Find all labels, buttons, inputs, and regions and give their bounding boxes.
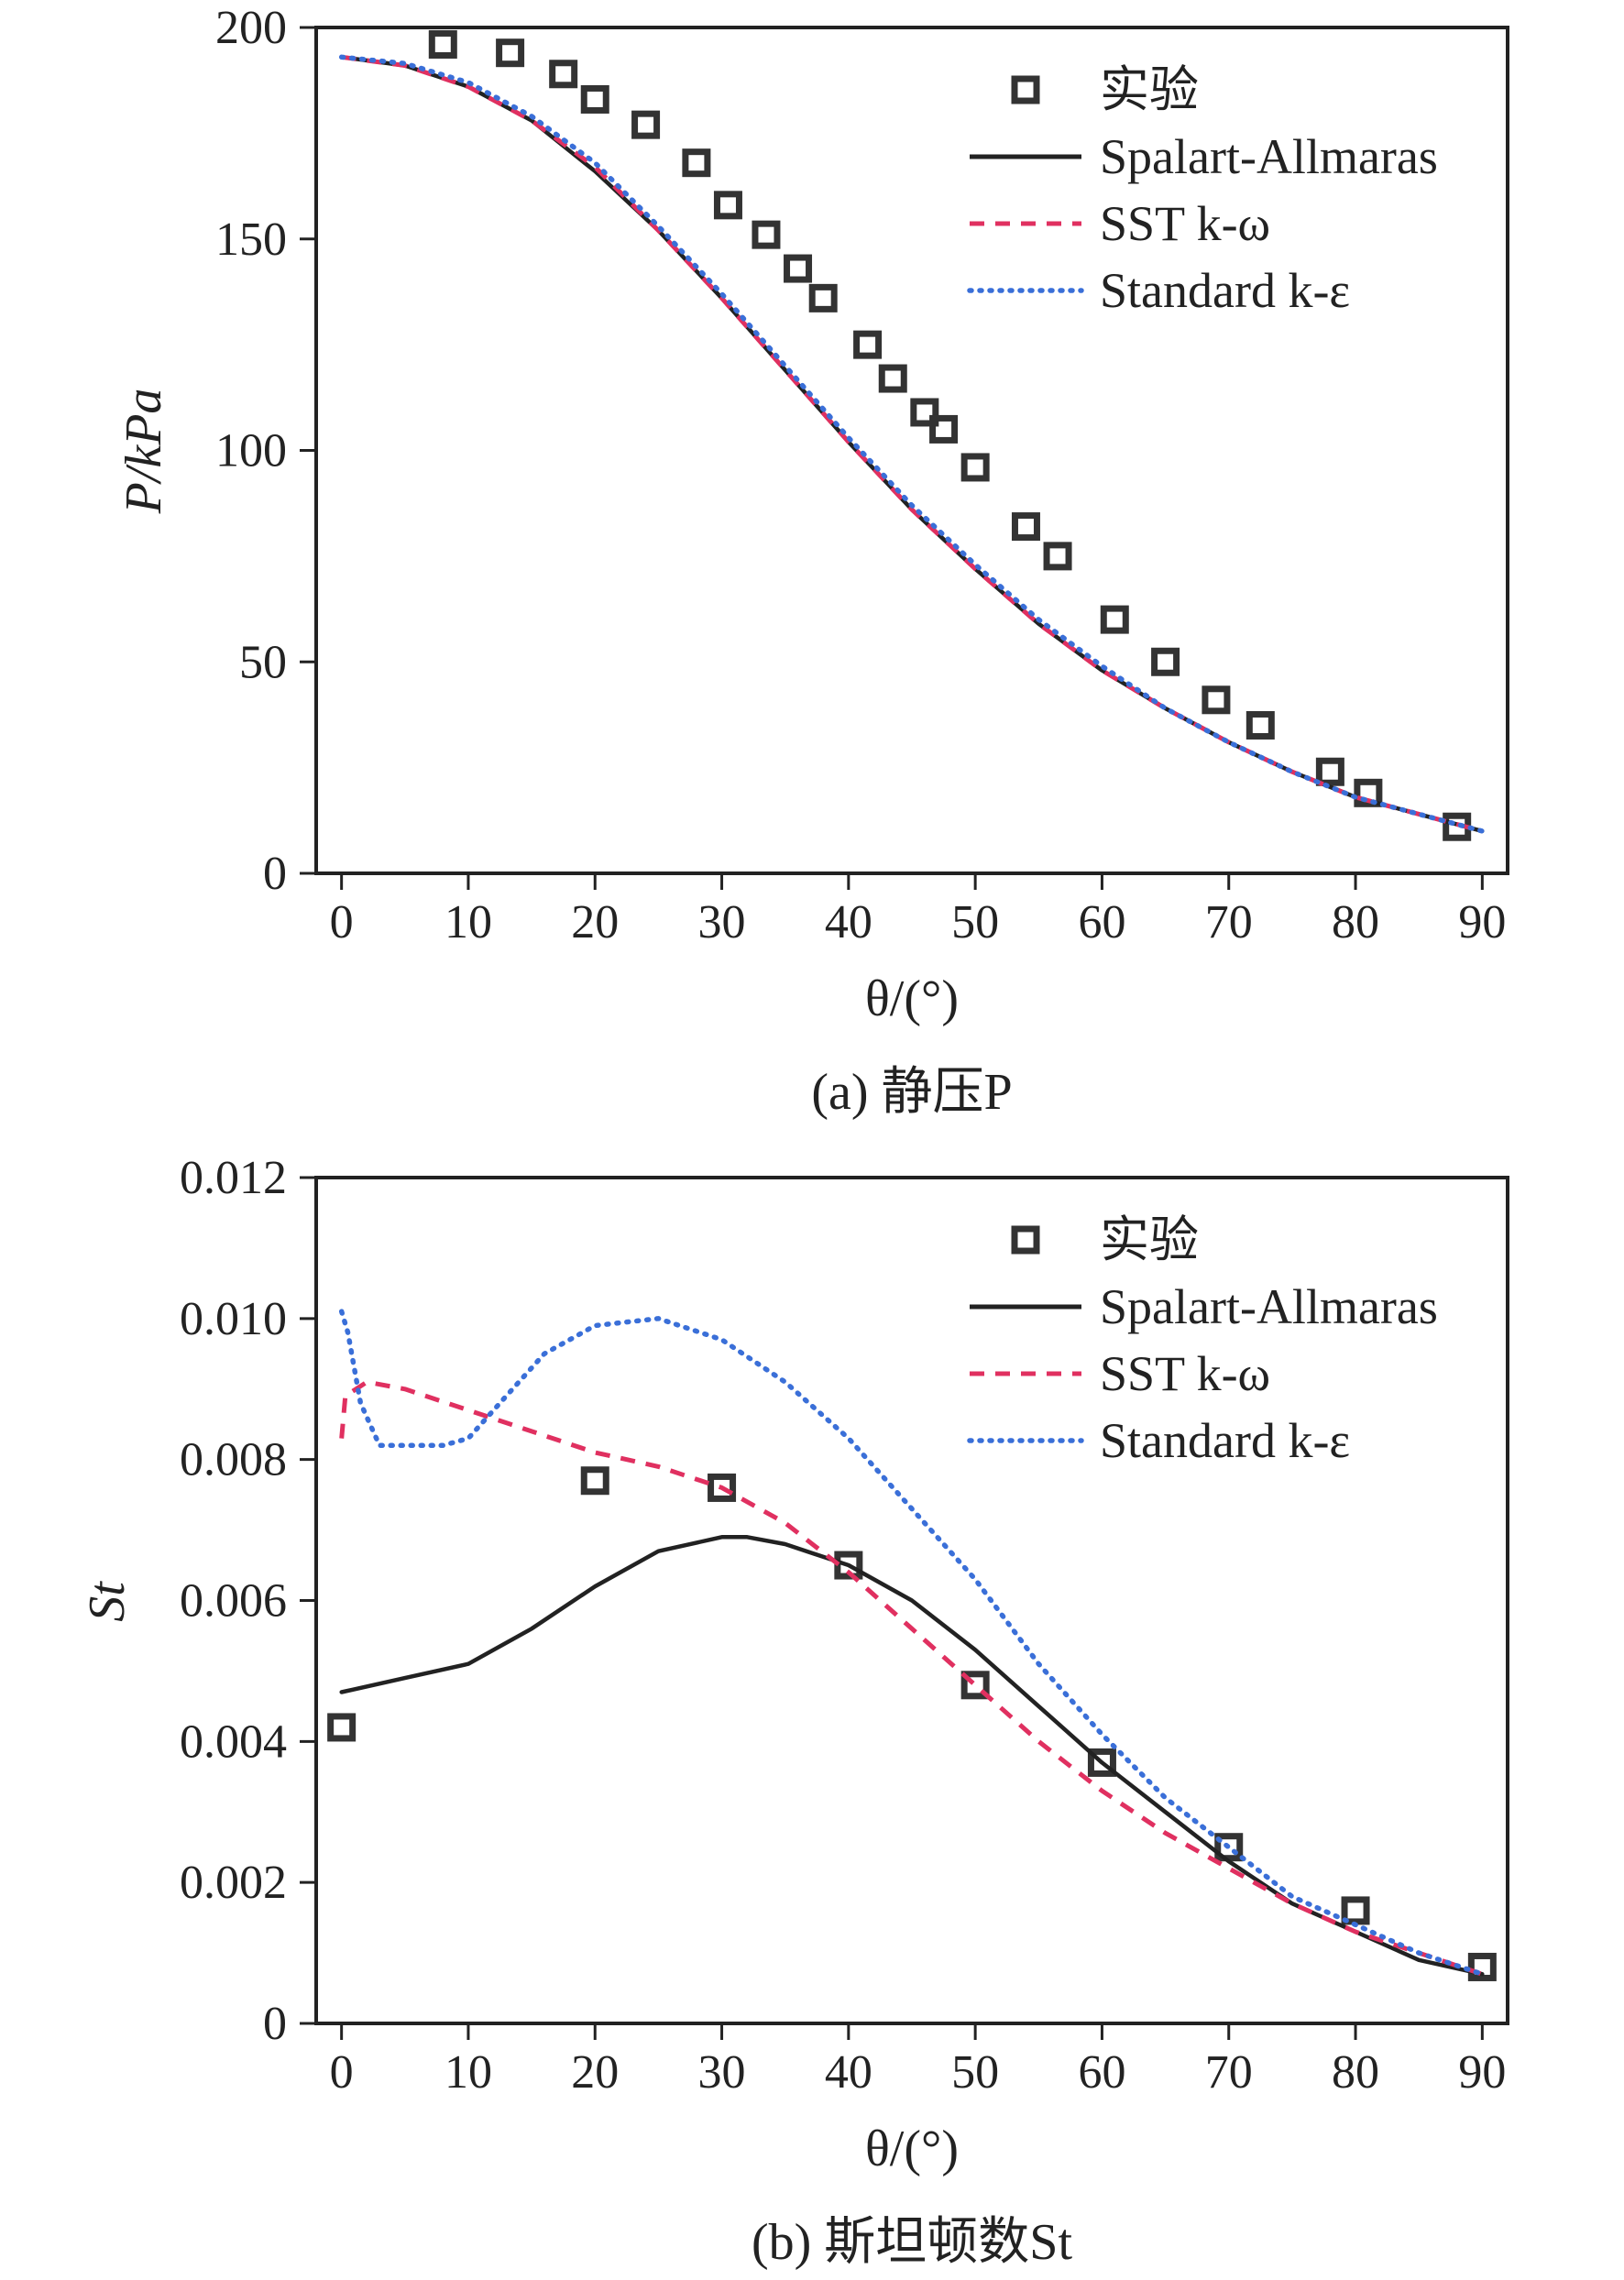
data-point-experiment <box>713 191 742 220</box>
data-point-experiment <box>327 1713 357 1742</box>
legend-label: 实验 <box>1100 62 1199 117</box>
legend-label: 实验 <box>1100 1212 1199 1267</box>
legend-label: Spalart-Allmaras <box>1100 129 1438 184</box>
panel-b: 0 10 20 30 40 50 60 70 80 90 0 0.002 0.004 0.006 0.008… <box>79 1152 1509 2271</box>
series-line-sst-k-omega <box>339 1379 1484 1977</box>
x-tick-label: 90 <box>1458 2046 1506 2099</box>
x-tick-label: 60 <box>1078 896 1125 948</box>
x-tick-label: 40 <box>825 2046 872 2099</box>
y-tick-label: 50 <box>239 636 287 688</box>
data-point-experiment <box>784 254 813 283</box>
x-tick-label: 80 <box>1332 2046 1379 2099</box>
y-tick-label: 0 <box>263 848 287 900</box>
y-tick-label: 0 <box>263 1998 287 2050</box>
data-point-experiment <box>1245 710 1275 740</box>
x-tick-label: 70 <box>1205 2046 1253 2099</box>
legend-label: Standard k-ε <box>1100 1413 1350 1468</box>
y-tick-label: 0.008 <box>180 1434 287 1486</box>
data-point-experiment <box>878 364 907 393</box>
data-point-experiment <box>580 84 609 114</box>
x-tick-label: 0 <box>330 896 354 948</box>
x-axis-label-a: θ/(°) <box>865 970 959 1027</box>
legend-marker-experiment <box>1011 75 1040 104</box>
legend-label: Spalart-Allmaras <box>1100 1279 1438 1334</box>
series-line-spalart-allmaras <box>339 1535 1485 1977</box>
data-point-experiment <box>808 283 838 312</box>
data-point-experiment <box>1315 757 1344 786</box>
x-tick-label: 30 <box>698 2046 746 2099</box>
x-tick-label: 20 <box>571 896 619 948</box>
data-point-experiment <box>1043 542 1072 571</box>
data-point-experiment <box>1087 1748 1116 1777</box>
data-point-experiment <box>1100 605 1129 634</box>
y-tick-label: 0.010 <box>180 1293 287 1345</box>
y-tick-label: 0.002 <box>180 1857 287 1909</box>
axes-b: 0 10 20 30 40 50 60 70 80 90 0 0.002 0.004 0.006 0.008… <box>180 1152 1506 2099</box>
legend-marker-experiment <box>1011 1225 1040 1255</box>
series-line-standard-k-epsilon <box>338 1309 1486 1977</box>
y-axis-label-b: St <box>79 1581 136 1622</box>
legend-label: SST k-ω <box>1100 1346 1270 1401</box>
y-tick-label: 0.006 <box>180 1575 287 1628</box>
data-point-experiment <box>631 110 661 139</box>
data-point-experiment <box>1354 778 1383 807</box>
data-point-experiment <box>1011 512 1040 542</box>
data-point-experiment <box>960 453 990 482</box>
data-point-experiment <box>853 330 883 359</box>
axes-a: 0 10 20 30 40 50 60 70 80 90 0 50 100 150 200 <box>215 2 1506 948</box>
panel-a: 0 10 20 30 40 50 60 70 80 90 0 50 100 150 200 P/kPa θ/… <box>115 2 1509 1121</box>
y-tick-label: 0.004 <box>180 1715 287 1768</box>
data-point-experiment <box>708 1473 737 1502</box>
legend-label: Standard k-ε <box>1100 263 1350 318</box>
x-tick-label: 50 <box>951 896 999 948</box>
data-point-experiment <box>1467 1952 1497 1981</box>
data-point-experiment <box>910 398 939 427</box>
series-group-b <box>327 1309 1497 1981</box>
x-tick-label: 10 <box>444 2046 492 2099</box>
series-group-a <box>338 29 1486 841</box>
legend-label: SST k-ω <box>1100 196 1270 251</box>
data-point-experiment <box>1341 1896 1370 1925</box>
x-tick-label: 20 <box>571 2046 619 2099</box>
data-point-experiment <box>496 38 525 68</box>
y-tick-label: 150 <box>215 214 287 266</box>
data-point-experiment <box>752 220 781 249</box>
legend-b: 实验 Spalart-Allmaras SST k-ω Standard k-ε <box>967 1212 1438 1468</box>
x-tick-label: 70 <box>1205 896 1253 948</box>
data-point-experiment <box>1214 1833 1244 1862</box>
caption-b: (b) 斯坦顿数St <box>752 2214 1072 2271</box>
x-tick-label: 80 <box>1332 896 1379 948</box>
x-tick-label: 40 <box>825 896 872 948</box>
data-point-experiment <box>428 29 457 59</box>
y-tick-label: 200 <box>215 2 287 54</box>
x-tick-label: 50 <box>951 2046 999 2099</box>
data-point-experiment <box>682 148 711 178</box>
x-tick-label: 10 <box>444 896 492 948</box>
x-tick-label: 60 <box>1078 2046 1125 2099</box>
x-tick-label: 30 <box>698 896 746 948</box>
y-tick-label: 100 <box>215 425 287 477</box>
series-line-standard-k-epsilon <box>338 54 1486 834</box>
x-axis-label-b: θ/(°) <box>865 2121 959 2177</box>
data-point-experiment <box>1151 647 1180 676</box>
data-point-experiment <box>960 1671 990 1700</box>
caption-a: (a) 静压P <box>811 1064 1012 1121</box>
y-tick-label: 0.012 <box>180 1152 287 1204</box>
x-tick-label: 0 <box>330 2046 354 2099</box>
data-point-experiment <box>929 414 959 444</box>
data-point-experiment <box>1202 685 1231 715</box>
x-tick-label: 90 <box>1458 896 1506 948</box>
data-point-experiment <box>580 1466 609 1496</box>
series-line-sst-k-omega <box>341 54 1483 834</box>
legend-a: 实验 Spalart-Allmaras SST k-ω Standard k-ε <box>967 62 1438 318</box>
y-axis-label-a: P/kPa <box>115 389 172 515</box>
data-point-experiment <box>549 60 578 89</box>
